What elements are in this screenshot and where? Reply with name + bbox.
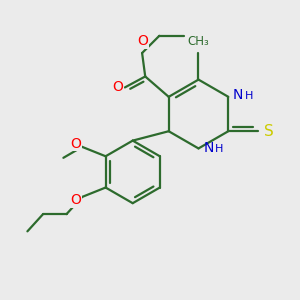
Text: H: H [215,144,223,154]
Text: N: N [203,141,214,155]
Text: S: S [264,124,273,139]
Text: O: O [70,193,81,207]
Text: O: O [138,34,148,48]
Text: N: N [233,88,243,102]
Text: CH₃: CH₃ [188,35,209,48]
Text: H: H [244,91,253,101]
Text: O: O [112,80,123,94]
Text: O: O [70,137,81,151]
